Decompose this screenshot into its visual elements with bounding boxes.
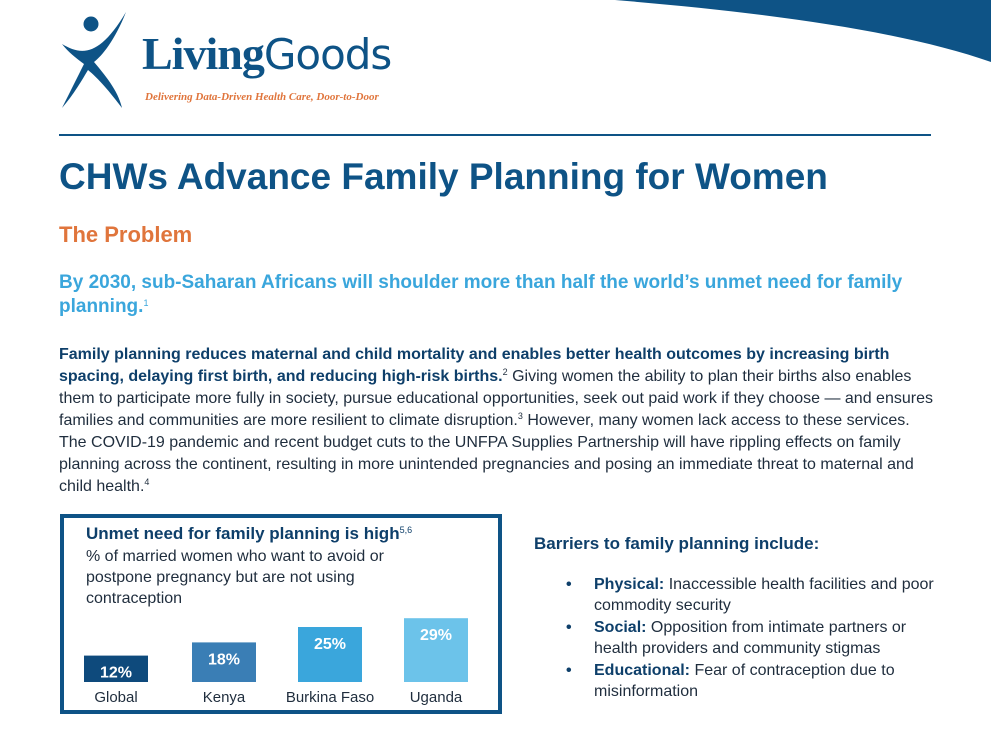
bar-value-label: 29% xyxy=(420,627,452,644)
footnote-ref: 1 xyxy=(143,298,149,308)
bar-value-label: 25% xyxy=(314,636,346,653)
unmet-need-panel: Unmet need for family planning is high5,… xyxy=(60,514,502,714)
brand-name: LivingGoods xyxy=(142,28,392,79)
bar-kenya xyxy=(192,642,256,682)
bar-value-label: 12% xyxy=(100,665,132,682)
bar-category-label: Kenya xyxy=(203,689,246,706)
bar-burkina-faso xyxy=(298,627,362,682)
problem-heading: The Problem xyxy=(59,222,193,247)
panel-subtitle: % of married women who want to avoid or … xyxy=(86,548,384,607)
header-divider xyxy=(59,134,931,136)
barriers-heading: Barriers to family planning include: xyxy=(534,534,820,553)
barrier-item-educational: • Educational: Fear of contraception due … xyxy=(566,662,895,700)
bullet-icon: • xyxy=(566,576,572,593)
bar-category-label: Burkina Faso xyxy=(286,689,374,706)
brand-tagline: Delivering Data-Driven Health Care, Door… xyxy=(145,91,379,103)
panel-title: Unmet need for family planning is high5,… xyxy=(86,524,413,543)
bullet-icon: • xyxy=(566,619,572,636)
body-paragraph: Family planning reduces maternal and chi… xyxy=(59,346,933,495)
footnote-ref: 3 xyxy=(517,411,523,421)
bar-category-label: Global xyxy=(94,689,137,706)
footnote-ref: 2 xyxy=(502,367,508,377)
bar-global xyxy=(84,655,148,682)
barriers-list: • Physical: Inaccessible health facilitie… xyxy=(566,574,936,703)
bullet-icon: • xyxy=(566,662,572,679)
bar-value-label: 18% xyxy=(208,651,240,668)
page-title: CHWs Advance Family Planning for Women xyxy=(59,156,828,197)
bar-category-label: Uganda xyxy=(410,689,463,706)
living-goods-logo-icon xyxy=(62,12,126,108)
unmet-need-bar-chart: 12% Global 18% Kenya 25% Burkina Faso 29% Ugand… xyxy=(84,618,468,706)
footnote-ref: 5,6 xyxy=(399,525,413,535)
barrier-item-social: • Social: Opposition from intimate partne… xyxy=(566,619,907,657)
bar-uganda xyxy=(404,618,468,682)
footnote-ref: 4 xyxy=(144,477,150,487)
lead-statement: By 2030, sub-Saharan Africans will shoul… xyxy=(59,272,903,317)
barrier-item-physical: • Physical: Inaccessible health facilitie… xyxy=(566,576,934,614)
header-swoosh xyxy=(615,0,991,62)
